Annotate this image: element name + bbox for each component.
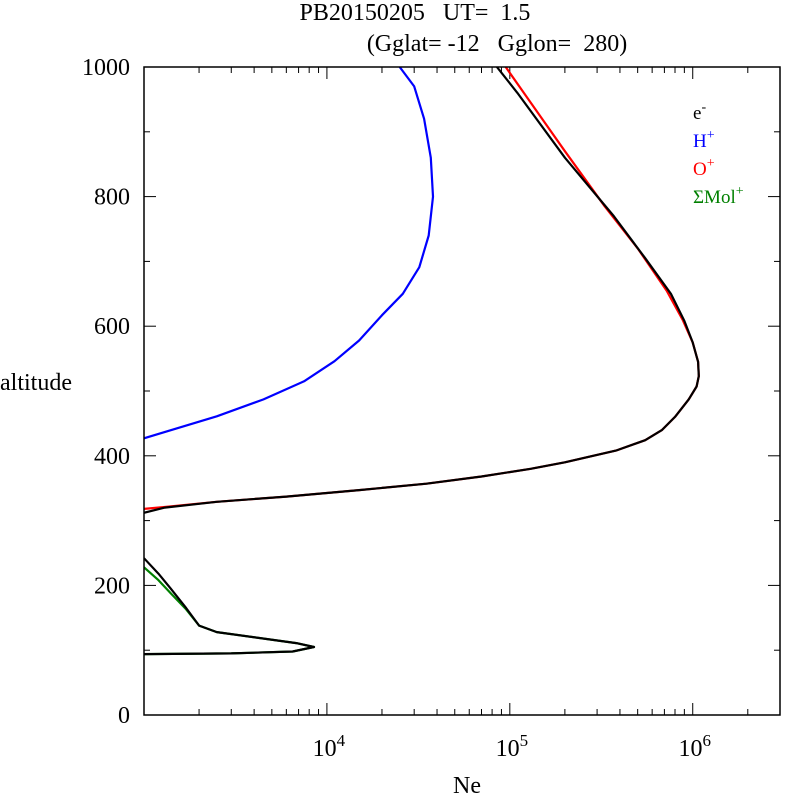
series-line — [144, 67, 700, 514]
y-tick-label: 400 — [94, 444, 130, 470]
y-tick-label: 1000 — [82, 55, 130, 81]
legend-entry: ΣMol+ — [693, 184, 744, 208]
axis-ticks — [143, 66, 781, 716]
chart-title-line2: (Gglat= -12 Gglon= 280) — [367, 31, 627, 57]
series-line — [144, 67, 435, 440]
y-tick-label: 800 — [94, 185, 130, 211]
legend-entry: e- — [693, 100, 706, 124]
x-tick-label: 106 — [678, 731, 711, 762]
series-layer — [144, 67, 700, 656]
chart-title-line1: PB20150205 UT= 1.5 — [300, 0, 531, 26]
y-tick-label: 600 — [94, 314, 130, 340]
series-line — [144, 557, 316, 656]
y-tick-label: 0 — [118, 703, 130, 729]
x-tick-label: 104 — [313, 731, 346, 762]
series-line — [144, 67, 700, 510]
legend-entry: O+ — [693, 156, 715, 180]
x-tick-labels: 104 105 106 — [313, 731, 711, 762]
legend-entry: H+ — [693, 128, 715, 152]
legend: e- H+ O+ ΣMol+ — [693, 100, 744, 208]
y-tick-labels: 0 200 400 600 800 1000 — [82, 55, 130, 729]
y-axis-label: altitude — [0, 370, 72, 396]
y-tick-label: 200 — [94, 573, 130, 599]
x-tick-label: 105 — [496, 731, 528, 762]
x-axis-label: Ne — [453, 773, 481, 796]
plot-frame — [143, 66, 781, 716]
